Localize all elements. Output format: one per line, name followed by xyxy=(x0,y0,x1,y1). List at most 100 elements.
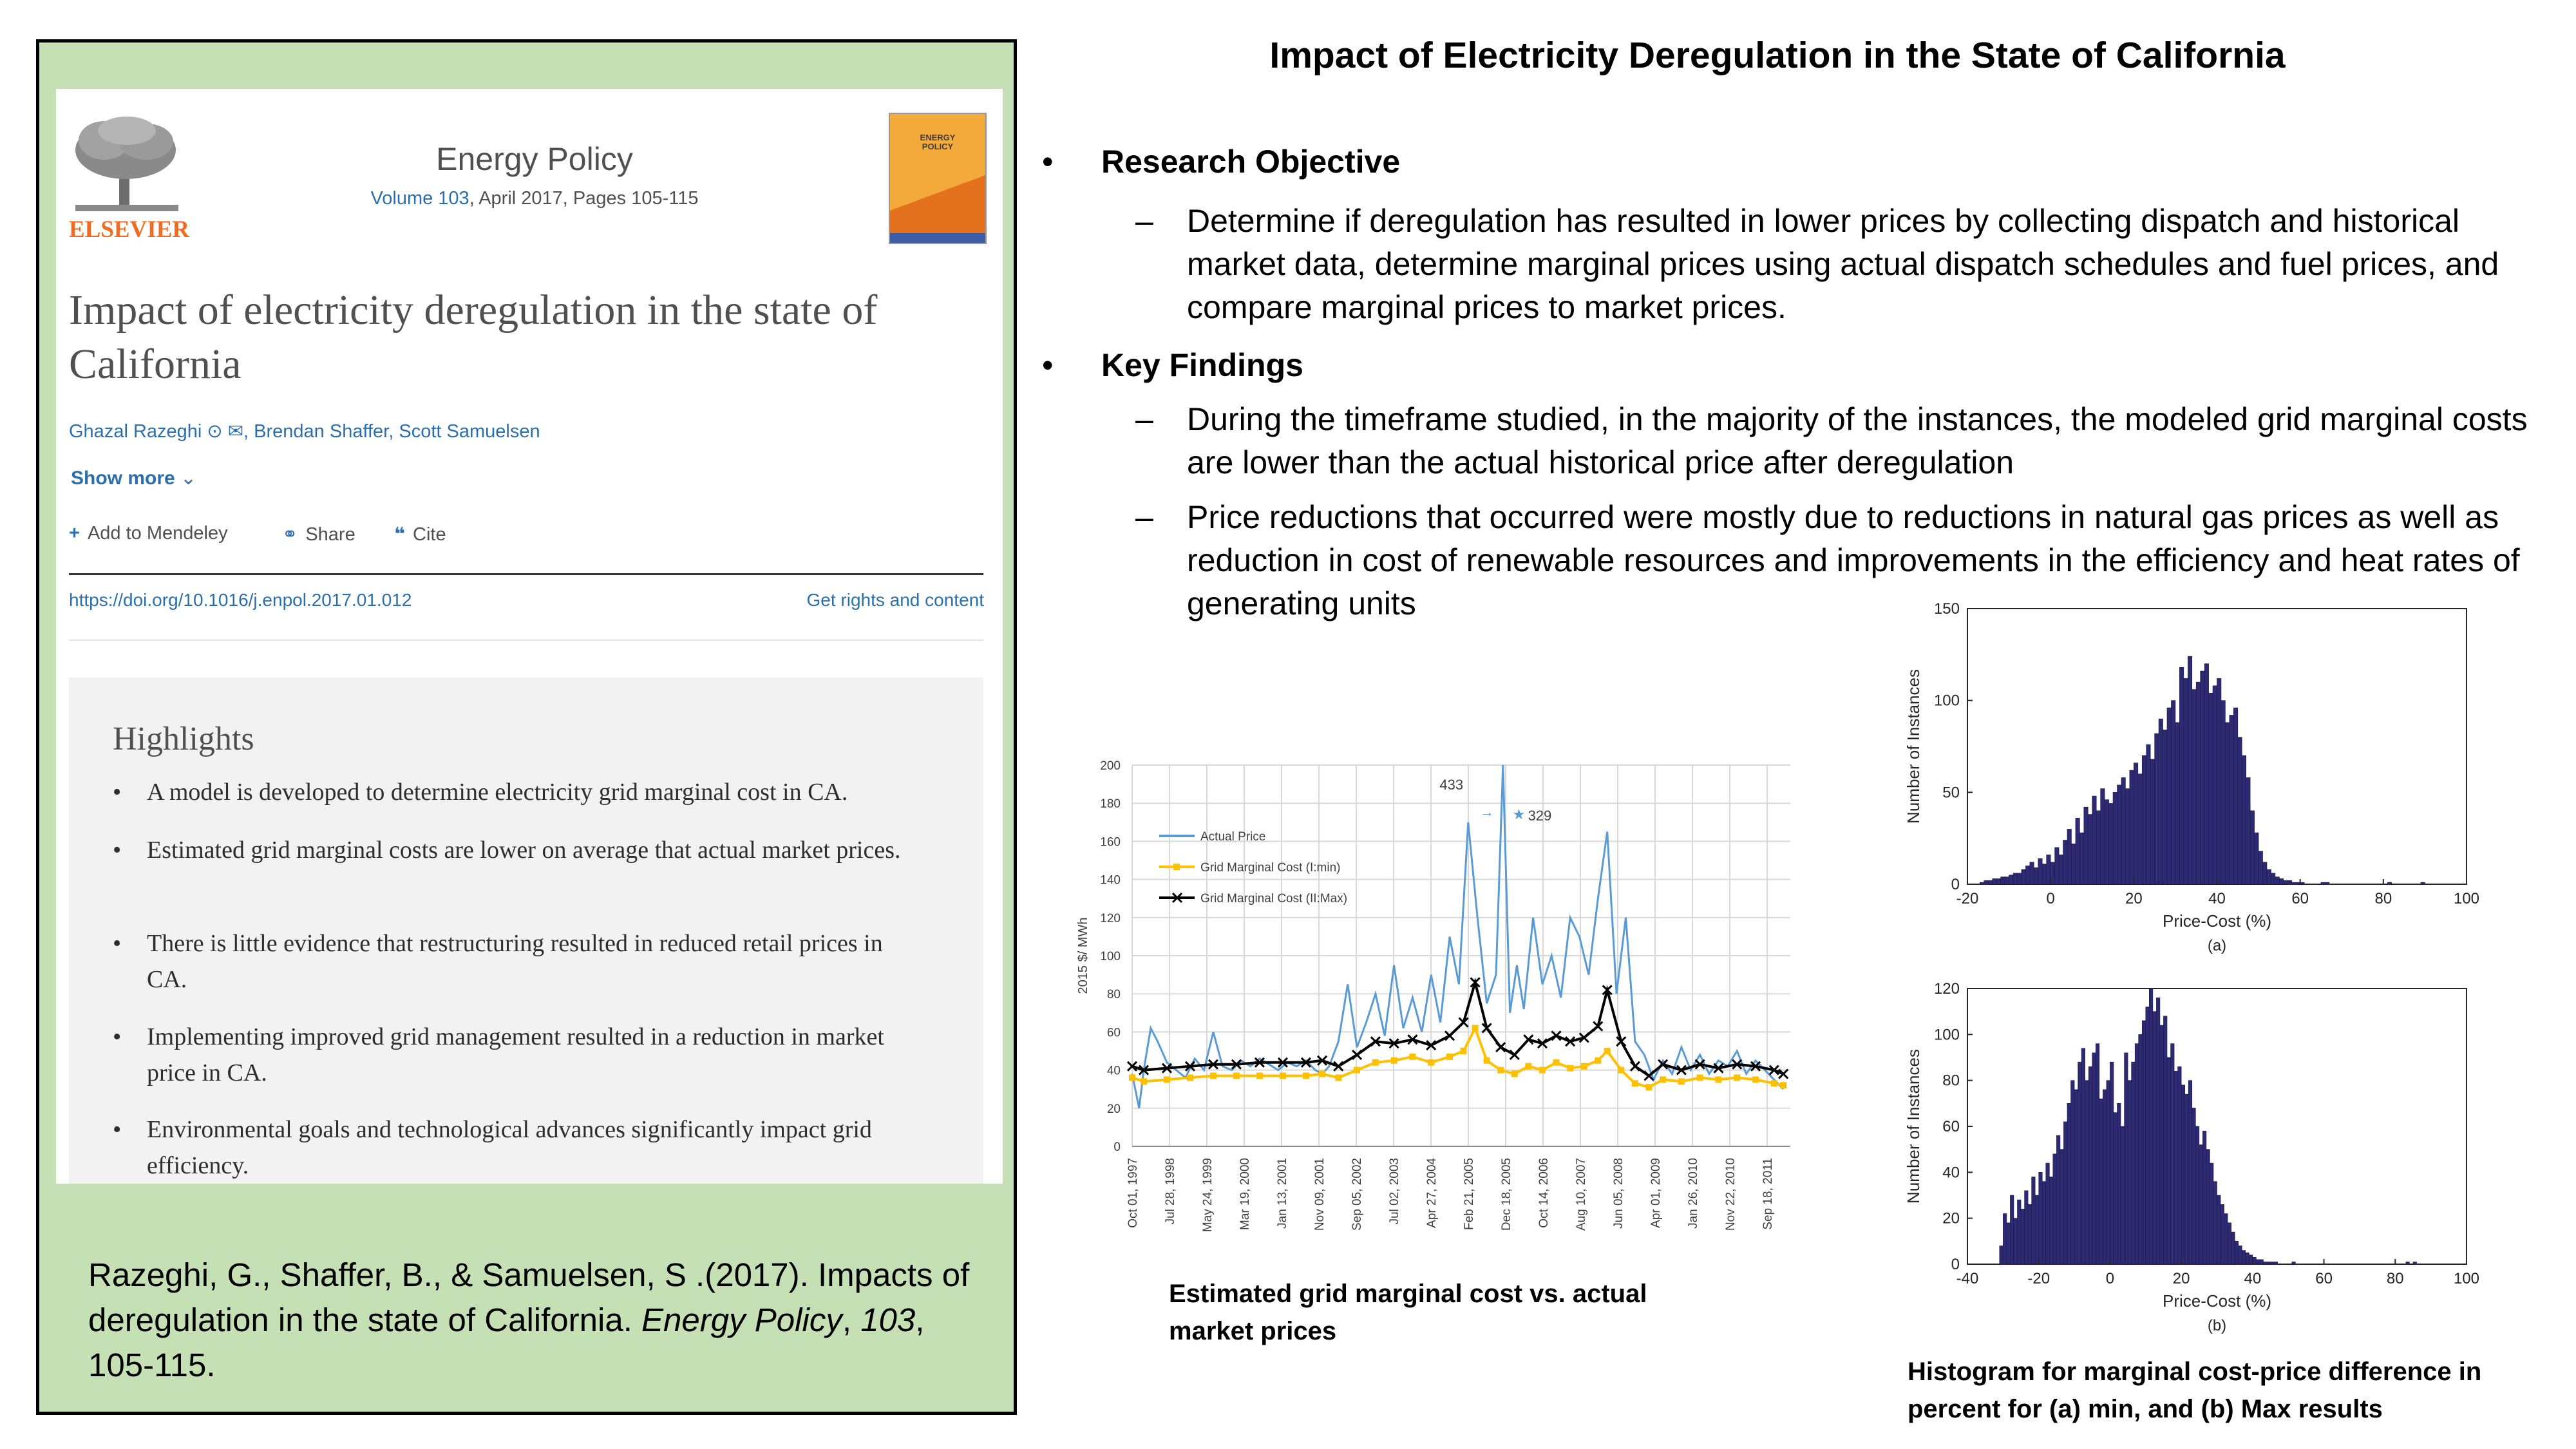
marker-max xyxy=(1370,1036,1381,1047)
histogram-bar xyxy=(2025,866,2031,885)
histogram-bar xyxy=(1984,880,1989,885)
journal-cover[interactable]: ENERGY POLICY xyxy=(889,113,987,244)
histogram-bar xyxy=(2125,788,2130,885)
marker-min xyxy=(1618,1066,1625,1074)
histogram-bar xyxy=(2221,700,2226,885)
histogram-bar xyxy=(2017,1199,2022,1265)
histogram-caption-label: (b) xyxy=(2208,1317,2226,1334)
marker-min xyxy=(1752,1076,1759,1083)
rights-link[interactable]: Get rights and content xyxy=(806,590,984,610)
marker-min xyxy=(1780,1082,1787,1089)
histogram-bar xyxy=(2266,869,2271,885)
histogram-bar xyxy=(2184,1094,2189,1265)
y-tick-label: 40 xyxy=(1107,1065,1121,1078)
histogram-bar xyxy=(2146,744,2151,885)
histogram-bar xyxy=(2405,1262,2410,1265)
x-tick-label: 80 xyxy=(2387,1270,2404,1287)
x-tick-label: Mar 19, 2000 xyxy=(1238,1158,1252,1230)
histogram-bar xyxy=(2031,1177,2036,1265)
histogram-bar xyxy=(2141,1020,2146,1265)
histogram-bar xyxy=(2273,1262,2278,1265)
marker-max xyxy=(1732,1059,1743,1070)
x-tick-label: Oct 14, 2006 xyxy=(1537,1158,1551,1228)
marker-min xyxy=(1539,1066,1546,1074)
marker-min xyxy=(1129,1074,1135,1081)
histogram-bar xyxy=(2208,692,2213,885)
histogram-bar xyxy=(2291,882,2297,885)
histogram-bar xyxy=(2204,663,2209,885)
histogram-bar xyxy=(2166,707,2172,885)
y-axis-label: Number of Instances xyxy=(1904,1049,1923,1204)
histogram-bar xyxy=(2233,707,2239,885)
histogram-bar xyxy=(2103,1089,2107,1265)
marker-min xyxy=(1595,1057,1602,1064)
highlight-item: • Environmental goals and technological a… xyxy=(113,1112,924,1184)
marker-min xyxy=(1446,1053,1454,1060)
x-tick-label: 40 xyxy=(2208,890,2226,907)
marker-max xyxy=(1523,1034,1534,1045)
histogram-bar xyxy=(2231,1231,2235,1265)
marker-min xyxy=(1256,1072,1263,1079)
histogram-bar xyxy=(2009,875,2014,885)
share-label: Share xyxy=(305,524,355,545)
x-tick-label: Aug 10, 2007 xyxy=(1575,1158,1588,1231)
histogram-bar xyxy=(2134,1043,2139,1265)
author-list[interactable]: Ghazal Razeghi ⊙ ✉, Brendan Shaffer, Sco… xyxy=(69,421,540,442)
histogram-bar xyxy=(2075,817,2080,885)
histogram-bar xyxy=(2241,1250,2246,1265)
y-tick-label: 0 xyxy=(1951,876,1960,893)
marker-max xyxy=(1317,1055,1328,1066)
histogram-bar xyxy=(2027,1204,2032,1265)
histogram-bar xyxy=(2124,1052,2128,1265)
show-more-button[interactable]: Show more ⌄ xyxy=(71,467,196,489)
doi-link[interactable]: https://doi.org/10.1016/j.enpol.2017.01.… xyxy=(69,590,412,610)
share-button[interactable]: ⚭ Share xyxy=(282,523,355,545)
histogram-bar xyxy=(2177,1066,2182,1265)
price-line-chart: 0 20 40 60 80 100 120 140 160 180 200 Oct 01, 1997 J… xyxy=(1076,759,1790,1232)
chevron-down-icon: ⌄ xyxy=(180,468,197,489)
histogram-bar xyxy=(2159,1025,2164,1265)
x-tick-label: Sep 18, 2011 xyxy=(1761,1158,1775,1230)
histogram-bar xyxy=(2262,862,2268,885)
marker-min xyxy=(1233,1072,1240,1079)
cite-button[interactable]: ❝ Cite xyxy=(394,523,446,545)
y-tick-label: 200 xyxy=(1100,759,1121,773)
histogram-bar xyxy=(2060,1149,2064,1265)
x-tick-label: Nov 09, 2001 xyxy=(1313,1158,1327,1231)
histogram-bar xyxy=(2054,847,2060,885)
key-findings-heading: • Key Findings xyxy=(1042,347,1303,383)
histogram-bar xyxy=(2179,667,2184,885)
histogram-bar xyxy=(2096,810,2101,885)
annotation-label: 329 xyxy=(1528,808,1552,824)
marker-min xyxy=(1497,1066,1504,1074)
research-objective-text: – Determine if deregulation has resulted … xyxy=(1135,203,2499,325)
marker-max xyxy=(1458,1017,1469,1028)
highlight-text: Estimated grid marginal costs are lower … xyxy=(147,837,901,864)
marker-min xyxy=(1354,1066,1361,1074)
histogram-bar xyxy=(2063,840,2068,885)
highlight-text: There is little evidence that restructur… xyxy=(147,930,883,993)
y-tick-label: 40 xyxy=(1942,1164,1960,1181)
marker-max xyxy=(1138,1065,1150,1075)
histogram-bar xyxy=(2163,730,2168,885)
marker-max xyxy=(1277,1057,1288,1068)
x-axis-label: Price-Cost (%) xyxy=(2163,1291,2271,1311)
journal-name[interactable]: Energy Policy xyxy=(436,141,633,177)
add-to-mendeley-button[interactable]: + Add to Mendeley xyxy=(69,523,228,544)
marker-min xyxy=(1460,1048,1467,1054)
histogram-bar xyxy=(2150,759,2155,885)
histogram-bar xyxy=(2237,737,2242,885)
marker-max xyxy=(1602,985,1613,996)
histogram-bar xyxy=(2049,1177,2054,1265)
marker-max xyxy=(1184,1061,1196,1072)
histogram-bar xyxy=(2104,799,2109,885)
histogram-bar xyxy=(2220,1204,2224,1265)
volume-link[interactable]: Volume 103 xyxy=(370,188,469,209)
marker-min xyxy=(1715,1076,1722,1083)
histogram-bar xyxy=(2279,878,2284,885)
marker-min xyxy=(1567,1065,1574,1072)
histogram-bar xyxy=(2187,656,2193,885)
histogram-bar xyxy=(2058,855,2063,885)
x-tick-label: Jan 26, 2010 xyxy=(1687,1158,1700,1229)
plus-icon: + xyxy=(69,523,80,544)
